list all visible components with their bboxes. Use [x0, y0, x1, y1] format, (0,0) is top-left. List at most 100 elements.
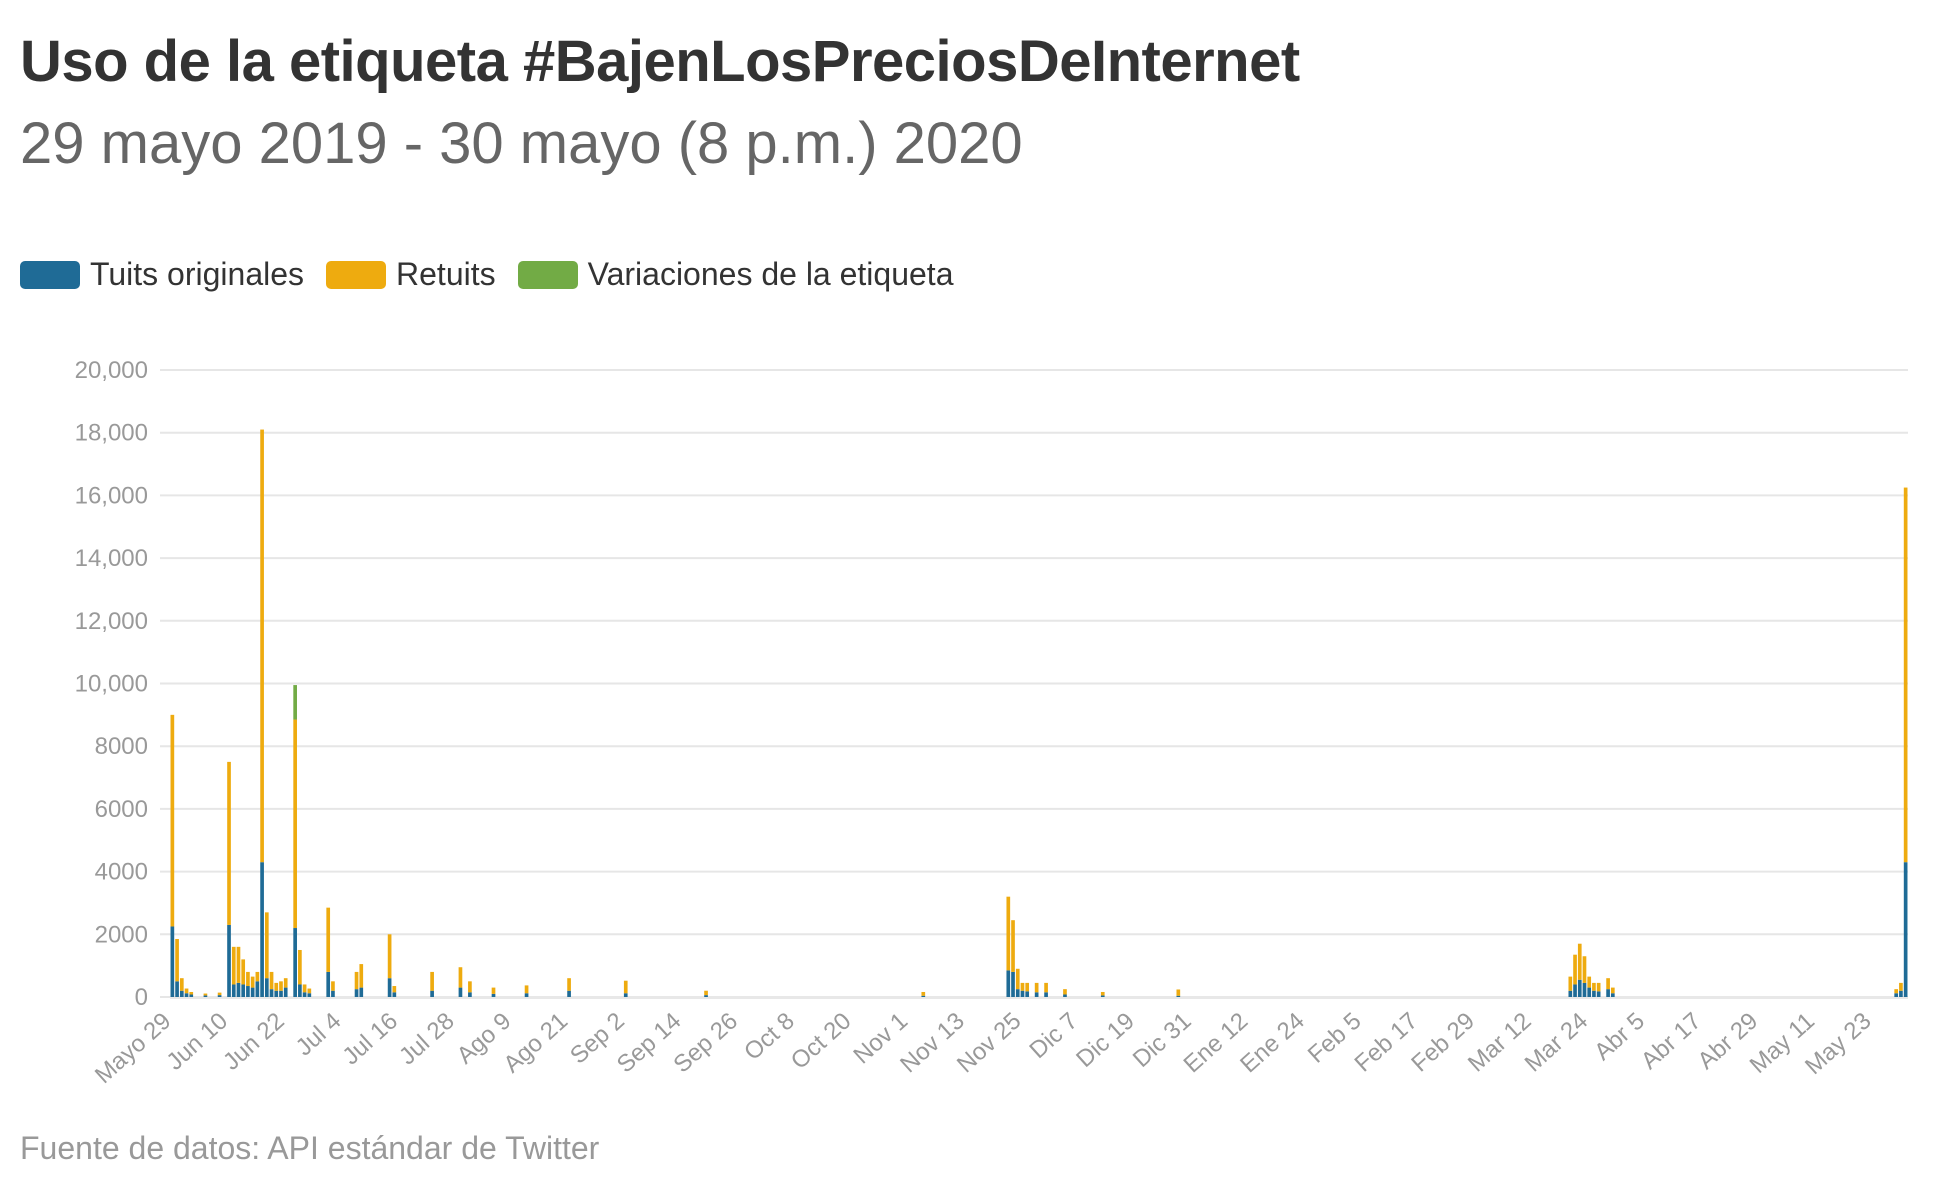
bar-segment — [1606, 989, 1610, 997]
bar-segment — [359, 987, 364, 997]
y-tick-label: 6000 — [95, 796, 148, 823]
bar-segment — [1044, 982, 1048, 993]
bar-segment — [255, 981, 260, 997]
bar-segment — [387, 934, 392, 979]
bar-segment — [1063, 989, 1067, 995]
bar-segment — [524, 985, 529, 994]
bar-segment — [1006, 896, 1011, 971]
bar-segment — [1596, 982, 1601, 992]
y-tick-label: 8000 — [95, 733, 148, 760]
bar-segment — [1606, 978, 1610, 990]
x-tick-label: Sep 26 — [669, 1007, 744, 1078]
bar-segment — [231, 946, 236, 985]
x-tick-label: Jul 4 — [291, 1007, 347, 1061]
legend-swatch-originales — [20, 260, 80, 289]
bar-segment — [921, 991, 926, 996]
bar-segment — [283, 978, 288, 988]
bar-segment — [1587, 976, 1592, 988]
bar-segment — [184, 988, 189, 994]
x-tick-label: Feb 29 — [1406, 1007, 1480, 1077]
legend: Tuits originales Retuits Variaciones de … — [20, 256, 975, 293]
bar-segment — [298, 984, 302, 997]
bar-segment — [260, 429, 264, 863]
bar-segment — [293, 685, 297, 720]
bar-segment — [1568, 976, 1573, 991]
chart-title: Uso de la etiqueta #BajenLosPreciosDeInt… — [20, 29, 1300, 94]
bar-segment — [704, 995, 708, 997]
source-note: Fuente de datos: API estándar de Twitter — [20, 1130, 600, 1166]
bar-segment — [468, 992, 472, 997]
bar-segment — [326, 971, 331, 997]
bar-segment — [491, 993, 496, 997]
bar-segment — [1044, 992, 1048, 997]
bar-segment — [623, 980, 628, 994]
y-tick-label: 10,000 — [75, 671, 148, 698]
bar-segment — [392, 986, 397, 993]
legend-item-variaciones: Variaciones de la etiqueta — [517, 256, 953, 293]
bar-segment — [1903, 487, 1908, 863]
x-tick-label: Jun 10 — [161, 1007, 233, 1075]
bar-segment — [302, 992, 307, 997]
bar-segment — [1020, 982, 1025, 991]
bar-segment — [1025, 991, 1030, 997]
bar-segment — [1573, 954, 1577, 985]
bar-segment — [184, 993, 189, 997]
bar-segment — [236, 946, 241, 983]
bar-segment — [1034, 992, 1039, 997]
x-tick-label: Nov 25 — [952, 1007, 1027, 1078]
y-tick-label: 20,000 — [75, 357, 148, 384]
bar-segment — [1176, 989, 1181, 996]
x-tick-label: Ene 24 — [1235, 1007, 1310, 1078]
x-tick-label: Jul 28 — [394, 1007, 460, 1070]
bar-segment — [468, 981, 472, 993]
x-tick-label: Oct 20 — [786, 1007, 857, 1074]
y-tick-label: 14,000 — [75, 545, 148, 572]
bar-segment — [175, 981, 179, 997]
bar-segment — [274, 990, 279, 997]
bar-segment — [179, 990, 184, 997]
bar-segment — [1011, 971, 1015, 997]
bar-segment — [227, 924, 231, 997]
bar-segment — [217, 992, 222, 996]
bar-segment — [1020, 990, 1025, 997]
bar-segment — [293, 719, 297, 929]
legend-label-originales: Tuits originales — [90, 256, 305, 292]
bar-segment — [1587, 987, 1592, 997]
y-tick-label: 4000 — [95, 859, 148, 886]
bar-segment — [1063, 994, 1067, 997]
bar-segment — [1903, 862, 1908, 997]
bar-segment — [1596, 991, 1601, 997]
y-tick-label: 16,000 — [75, 482, 148, 509]
bar-segment — [458, 987, 463, 997]
y-tick-label: 12,000 — [75, 608, 148, 635]
bar-segment — [1577, 943, 1582, 980]
bar-segment — [175, 939, 179, 982]
bar-segment — [331, 990, 335, 997]
legend-item-originales: Tuits originales — [20, 256, 304, 293]
bar-segment — [279, 990, 283, 997]
legend-label-retuits: Retuits — [396, 256, 496, 292]
bar-segment — [246, 986, 250, 997]
bar-segment — [430, 990, 434, 997]
bar-segment — [1899, 982, 1903, 991]
bar-segment — [1011, 920, 1015, 972]
x-tick-label: Mar 12 — [1463, 1007, 1537, 1077]
bar-segment — [1582, 956, 1587, 983]
bar-segment — [458, 967, 463, 988]
bar-segment — [217, 995, 222, 997]
bar-segment — [255, 971, 260, 982]
chart-subtitle: 29 mayo 2019 - 30 mayo (8 p.m.) 2020 — [20, 111, 1023, 176]
y-tick-label: 18,000 — [75, 420, 148, 447]
bar-segment — [283, 987, 288, 997]
bar-segment — [250, 976, 255, 988]
bar-segment — [623, 993, 628, 997]
bar-segment — [1610, 993, 1615, 997]
bar-segment — [1577, 979, 1582, 997]
x-tick-label: Feb 17 — [1350, 1007, 1424, 1077]
bar-segment — [1568, 990, 1573, 997]
bar-segment — [250, 987, 255, 997]
bar-segment — [491, 987, 496, 994]
bar-segment — [392, 992, 397, 997]
bar-segment — [1006, 970, 1011, 997]
